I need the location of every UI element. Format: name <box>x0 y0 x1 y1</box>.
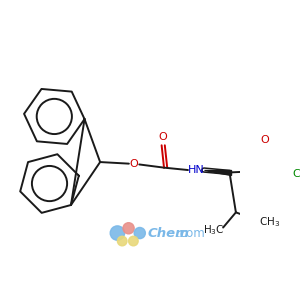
Text: O: O <box>129 159 138 169</box>
Text: Cl: Cl <box>292 169 300 179</box>
Text: O: O <box>158 132 167 142</box>
Text: HN: HN <box>188 165 204 175</box>
Text: H$_3$C: H$_3$C <box>203 223 224 237</box>
Circle shape <box>129 236 138 246</box>
Polygon shape <box>204 170 231 175</box>
Text: Chem: Chem <box>148 226 190 240</box>
Text: .com: .com <box>176 226 205 240</box>
Circle shape <box>134 227 146 239</box>
Circle shape <box>117 236 127 246</box>
Text: O: O <box>260 136 269 146</box>
Circle shape <box>110 226 124 240</box>
Circle shape <box>123 223 134 234</box>
Text: CH$_3$: CH$_3$ <box>259 215 280 229</box>
